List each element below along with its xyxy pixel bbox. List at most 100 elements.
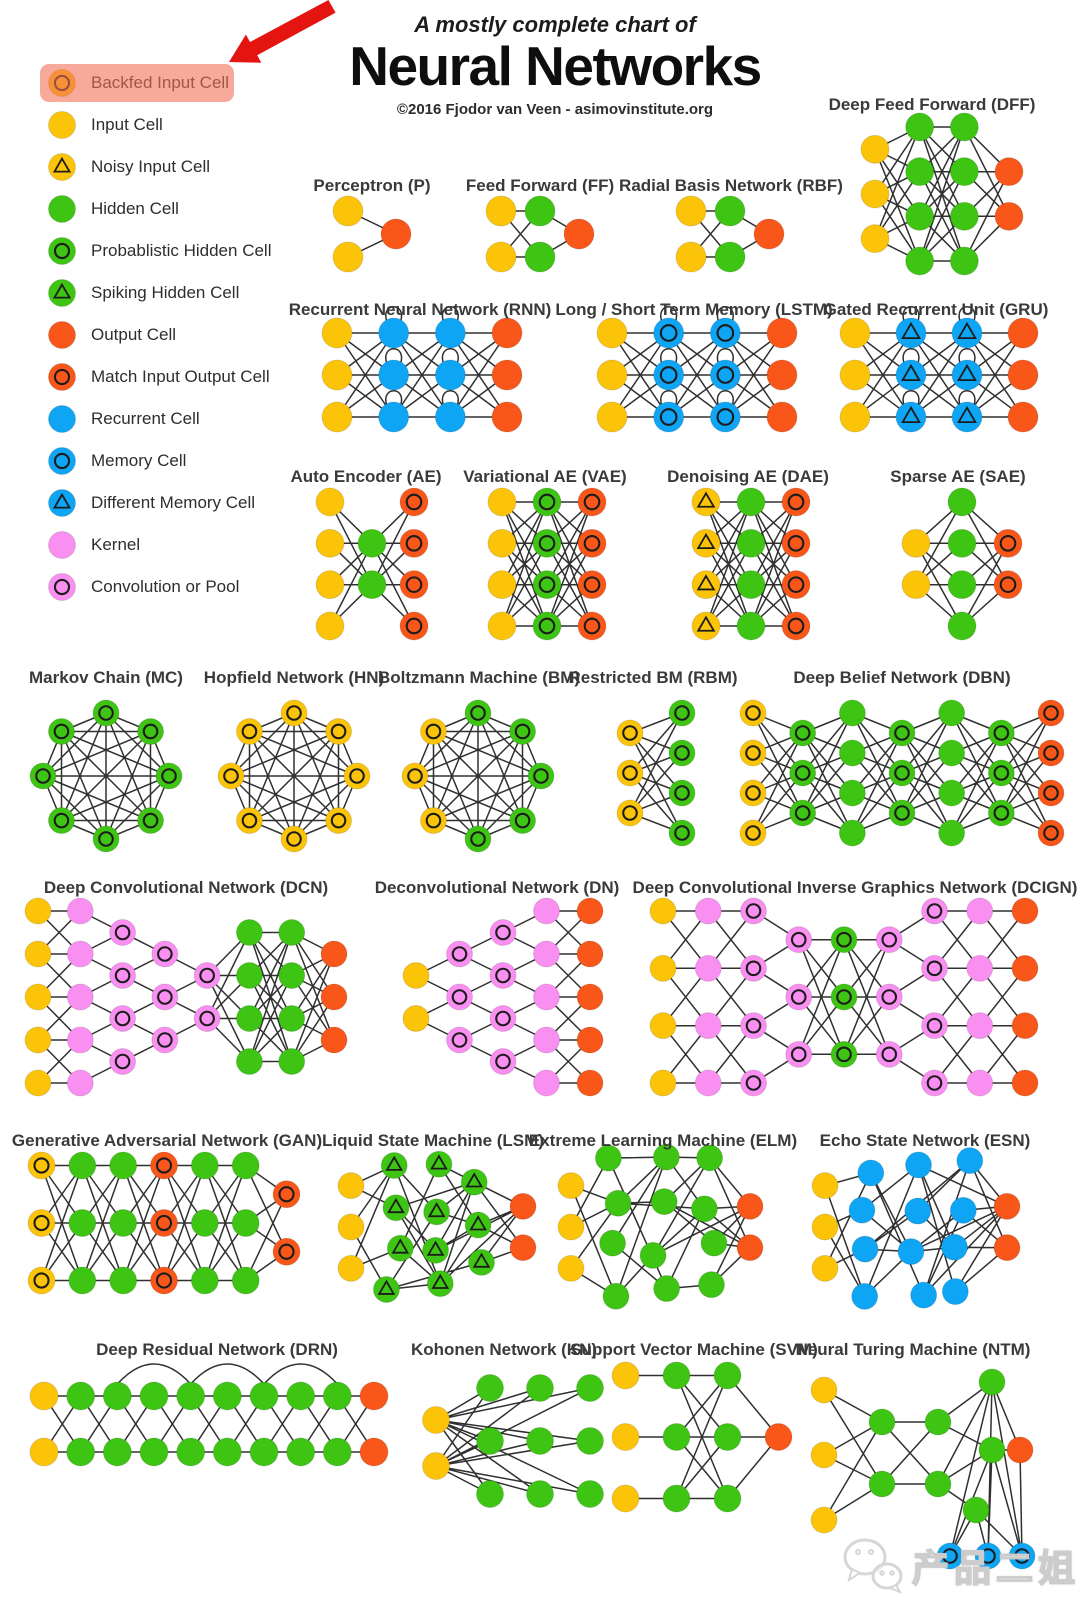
- network-title-sae: Sparse AE (SAE): [890, 467, 1026, 486]
- legend-label: Recurrent Cell: [91, 409, 200, 428]
- network-title-dff: Deep Feed Forward (DFF): [828, 95, 1036, 114]
- legend-item-m: Memory Cell: [46, 440, 271, 482]
- legend-item-mo: Match Input Output Cell: [46, 356, 271, 398]
- network-diagram-dae: [691, 487, 811, 641]
- network-diagram-ae: [315, 487, 429, 641]
- network-diagram-elm: [557, 1143, 764, 1310]
- highlight-arrow-icon: [229, 0, 336, 63]
- network-diagram-rbm: [616, 699, 696, 847]
- network-diagram-rbf: [675, 195, 785, 273]
- network-title-vae: Variational AE (VAE): [463, 467, 627, 486]
- legend-item-k: Kernel: [46, 524, 271, 566]
- network-diagram-dff: [860, 112, 1024, 276]
- i-cell-icon: [48, 111, 76, 139]
- network-diagram-lsm: [337, 1150, 537, 1303]
- legend-label: Convolution or Pool: [91, 577, 240, 596]
- dm-cell-icon: [48, 489, 76, 517]
- network-diagram-rnn: [321, 306, 523, 433]
- network-title-gru: Gated Recurrent Unit (GRU): [823, 300, 1049, 319]
- network-diagram-dbn: [739, 699, 1065, 847]
- legend-item-r: Recurrent Cell: [46, 398, 271, 440]
- legend-label: Different Memory Cell: [91, 493, 256, 512]
- title-super: A mostly complete chart of: [414, 12, 696, 37]
- network-diagram-mc: [29, 699, 183, 853]
- legend-label: Probablistic Hidden Cell: [91, 241, 272, 260]
- network-diagram-p: [332, 195, 412, 273]
- legend-item-o: Output Cell: [46, 314, 271, 356]
- network-title-dcign: Deep Convolutional Inverse Graphics Netw…: [632, 878, 1078, 897]
- legend-item-ph: Probablistic Hidden Cell: [46, 230, 271, 272]
- legend-label: Output Cell: [91, 325, 177, 344]
- network-diagram-ff: [485, 195, 595, 273]
- network-title-rbf: Radial Basis Network (RBF): [619, 176, 843, 195]
- legend-item-ni: Noisy Input Cell: [46, 146, 271, 188]
- network-diagram-vae: [487, 487, 607, 641]
- mo-cell-icon: [48, 363, 76, 391]
- network-title-svm: Support Vector Machine (SVM): [570, 1340, 818, 1359]
- network-title-dae: Denoising AE (DAE): [667, 467, 829, 486]
- header: A mostly complete chart of Neural Networ…: [290, 12, 820, 118]
- network-diagram-svm: [611, 1361, 793, 1513]
- network-diagram-dn: [402, 897, 604, 1097]
- m-cell-icon: [48, 447, 76, 475]
- network-title-esn: Echo State Network (ESN): [819, 1131, 1031, 1150]
- network-title-rbm: Restricted BM (RBM): [568, 668, 738, 687]
- network-title-dn: Deconvolutional Network (DN): [374, 878, 620, 897]
- network-title-lsm: Liquid State Machine (LSM): [322, 1131, 544, 1150]
- legend-label: Kernel: [91, 535, 141, 554]
- network-diagram-sae: [901, 487, 1023, 641]
- page-title: Neural Networks: [349, 35, 762, 97]
- network-title-ntm: Neural Turing Machine (NTM): [795, 1340, 1031, 1359]
- legend-item-dm: Different Memory Cell: [46, 482, 271, 524]
- legend-label: Match Input Output Cell: [91, 367, 270, 386]
- ph-cell-icon: [48, 237, 76, 265]
- network-diagram-drn: [29, 1363, 389, 1467]
- o-cell-icon: [48, 321, 76, 349]
- network-diagram-esn: [811, 1147, 1021, 1310]
- network-diagram-bm: [401, 699, 555, 853]
- network-title-drn: Deep Residual Network (DRN): [96, 1340, 338, 1359]
- network-title-kn: Kohonen Network (KN): [410, 1340, 598, 1359]
- network-diagram-kn: [422, 1374, 604, 1508]
- network-diagram-gan: [27, 1151, 301, 1295]
- sh-cell-icon: [48, 279, 76, 307]
- network-diagram-hn: [217, 699, 371, 853]
- watermark: 产品二姐: [842, 1536, 1080, 1594]
- legend-label: Backfed Input Cell: [91, 73, 229, 92]
- network-title-mc: Markov Chain (MC): [29, 668, 183, 687]
- network-title-bm: Boltzmann Machine (BM): [377, 668, 581, 687]
- network-diagram-lstm: [596, 306, 798, 433]
- network-diagram-dcign: [649, 897, 1039, 1097]
- legend-label: Spiking Hidden Cell: [91, 283, 240, 302]
- network-title-hn: Hopfield Network (HN): [203, 668, 385, 687]
- legend: Backfed Input Cell Input Cell Noisy Input …: [40, 62, 271, 608]
- k-cell-icon: [48, 531, 76, 559]
- bi-cell-icon: [48, 69, 76, 97]
- title-credit: ©2016 Fjodor van Veen - asimovinstitute.…: [396, 101, 714, 118]
- network-diagram-gru: [839, 306, 1039, 433]
- legend-item-c: Convolution or Pool: [46, 566, 271, 608]
- legend-label: Memory Cell: [91, 451, 187, 470]
- wechat-icon: [843, 1538, 903, 1594]
- h-cell-icon: [48, 195, 76, 223]
- network-title-elm: Extreme Learning Machine (ELM): [528, 1131, 798, 1150]
- legend-item-sh: Spiking Hidden Cell: [46, 272, 271, 314]
- network-diagram-dcn: [24, 897, 348, 1097]
- network-title-gan: Generative Adversarial Network (GAN): [11, 1131, 323, 1150]
- network-title-dcn: Deep Convolutional Network (DCN): [43, 878, 329, 897]
- legend-label: Noisy Input Cell: [91, 157, 211, 176]
- network-title-p: Perceptron (P): [313, 176, 431, 195]
- network-title-rnn: Recurrent Neural Network (RNN): [288, 300, 552, 319]
- r-cell-icon: [48, 405, 76, 433]
- watermark-text: 产品二姐: [911, 1547, 1080, 1590]
- network-title-dbn: Deep Belief Network (DBN): [793, 668, 1011, 687]
- legend-label: Input Cell: [91, 115, 163, 134]
- ni-cell-icon: [48, 153, 76, 181]
- legend-item-i: Input Cell: [46, 104, 271, 146]
- c-cell-icon: [48, 573, 76, 601]
- network-title-lstm: Long / Short Term Memory (LSTM): [555, 300, 833, 319]
- network-title-ae: Auto Encoder (AE): [290, 467, 442, 486]
- network-diagram-ntm: [810, 1368, 1036, 1570]
- legend-label: Hidden Cell: [91, 199, 179, 218]
